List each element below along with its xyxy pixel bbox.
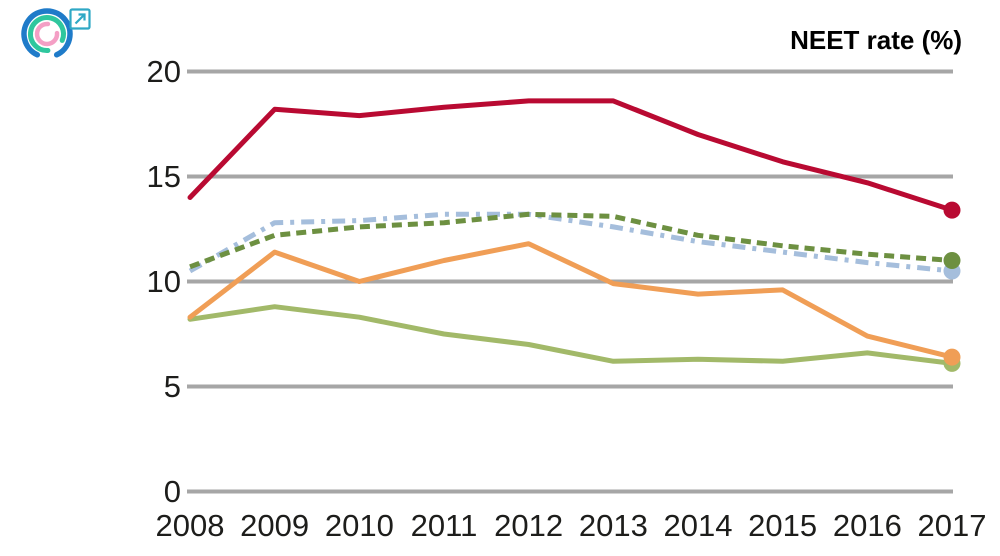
external-link-icon[interactable]	[69, 8, 91, 30]
series-line-light-blue-dash-dot	[188, 211, 953, 274]
x-tick-label-2010: 2010	[325, 508, 394, 543]
x-tick-label-2008: 2008	[156, 508, 225, 543]
logo-middle-arc-icon	[27, 15, 66, 54]
series-line-light-green-solid	[187, 304, 955, 366]
y-tick-label-5: 5	[164, 369, 181, 404]
series-end-dot-orange-solid	[943, 348, 961, 366]
x-tick-label-2017: 2017	[918, 508, 987, 543]
axis-layer: 0 5 10 15 20 2008 2009 2010 2011 2012 2013 2014 2015…	[147, 54, 987, 543]
logo-outer-arc-icon	[21, 8, 73, 58]
series-line-orange-solid	[187, 241, 955, 360]
series-line-dark-red-solid	[187, 98, 955, 213]
series-end-dot-dark-red-solid	[943, 201, 961, 219]
series-layer	[187, 98, 961, 372]
y-tick-label-20: 20	[147, 54, 181, 89]
oecd-data-logo[interactable]	[0, 0, 110, 70]
grid-layer	[187, 69, 953, 494]
chart-title: NEET rate (%)	[790, 25, 962, 55]
y-tick-label-10: 10	[147, 264, 181, 299]
x-tick-label-2016: 2016	[833, 508, 902, 543]
y-tick-label-15: 15	[147, 159, 181, 194]
x-tick-label-2009: 2009	[240, 508, 309, 543]
x-tick-label-2015: 2015	[748, 508, 817, 543]
x-tick-label-2014: 2014	[664, 508, 733, 543]
y-tick-label-0: 0	[164, 474, 181, 509]
series-end-dot-dark-green-dashed	[943, 252, 961, 269]
x-tick-label-2012: 2012	[494, 508, 563, 543]
logo-inner-arc-icon	[34, 21, 60, 47]
series-line-dark-green-dashed	[189, 211, 953, 270]
x-tick-label-2011: 2011	[411, 508, 478, 543]
x-tick-label-2013: 2013	[579, 508, 648, 543]
